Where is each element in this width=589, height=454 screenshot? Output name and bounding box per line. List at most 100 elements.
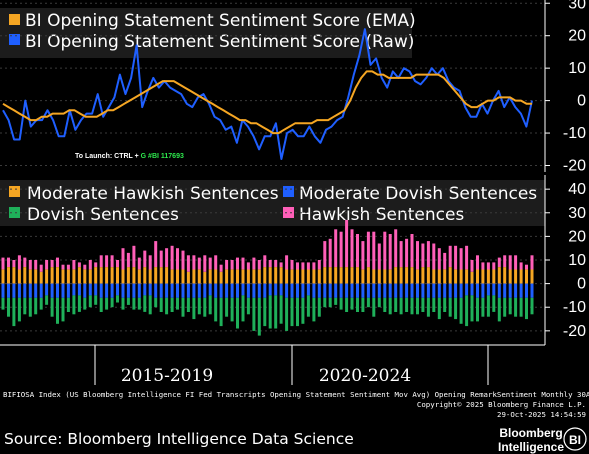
legend-swatch-hawkish (283, 207, 294, 218)
bar-moderate-hawkish (252, 269, 256, 284)
bar-moderate-dovish (525, 283, 528, 298)
bar-hawkish (372, 231, 376, 270)
bar-hawkish (12, 260, 16, 268)
bar-moderate-hawkish (137, 269, 141, 284)
bar-moderate-dovish (61, 283, 65, 298)
bar-hawkish (279, 262, 283, 268)
launch-hint-link[interactable]: G #BI 117693 (141, 153, 184, 160)
bar-dovish (257, 297, 261, 336)
bar-moderate-dovish (39, 283, 43, 298)
bar-moderate-dovish (154, 283, 158, 298)
bottom-chart-y-axis: -20 -10 0 10 20 30 40 (544, 175, 586, 345)
bar-hawkish (503, 255, 507, 268)
bar-moderate-dovish (492, 283, 496, 296)
bar-moderate-hawkish (1, 269, 5, 284)
bar-hawkish (492, 262, 496, 270)
bar-hawkish (323, 241, 327, 268)
bar-moderate-hawkish (437, 269, 441, 284)
bar-dovish (345, 297, 349, 312)
bar-hawkish (121, 248, 125, 270)
bar-moderate-hawkish (301, 269, 305, 284)
bar-moderate-hawkish (17, 269, 21, 284)
bar-moderate-dovish (17, 283, 21, 298)
x-period-label-2020-2024: 2020-2024 (319, 366, 411, 386)
bar-moderate-dovish (77, 283, 81, 296)
legend-label-moderate-dovish: Moderate Dovish Sentences (299, 184, 537, 204)
bar-dovish (236, 297, 239, 329)
bar-moderate-hawkish (268, 267, 272, 284)
bar-moderate-dovish (1, 283, 5, 298)
bar-hawkish (383, 231, 387, 270)
series-line-raw (2, 28, 533, 160)
bar-moderate-hawkish (503, 267, 507, 284)
bar-dovish (459, 297, 463, 324)
bar-moderate-dovish (312, 283, 316, 298)
bar-moderate-dovish (356, 283, 359, 298)
bar-moderate-dovish (279, 283, 283, 296)
bar-hawkish (154, 241, 158, 268)
bar-hawkish (252, 257, 256, 270)
bar-moderate-hawkish (356, 267, 359, 284)
bar-hawkish (208, 257, 212, 270)
bar-moderate-dovish (45, 283, 49, 296)
bar-hawkish (301, 262, 305, 270)
bar-dovish (246, 297, 250, 315)
bar-moderate-dovish (72, 283, 76, 296)
bar-moderate-hawkish (83, 269, 87, 284)
bar-moderate-dovish (257, 283, 261, 298)
bar-hawkish (399, 241, 403, 268)
bar-hawkish (110, 255, 114, 268)
bar-hawkish (285, 255, 289, 270)
bar-moderate-dovish (274, 283, 278, 296)
bar-moderate-hawkish (186, 271, 190, 284)
bar-moderate-dovish (12, 283, 16, 298)
bar-dovish (137, 297, 141, 310)
legend-swatch-moderate-hawkish (9, 186, 20, 197)
bar-moderate-dovish (34, 283, 38, 298)
bar-moderate-hawkish (28, 269, 32, 284)
bar-hawkish (454, 245, 458, 270)
bar-hawkish (481, 262, 485, 270)
brand-name-line2: Intelligence (498, 440, 564, 454)
bar-moderate-hawkish (486, 269, 490, 284)
bar-moderate-dovish (176, 283, 179, 298)
bottom-y-tick-label: 40 (568, 181, 586, 198)
bar-hawkish (486, 262, 490, 270)
bar-moderate-hawkish (170, 269, 174, 284)
bar-moderate-dovish (394, 283, 398, 298)
bar-dovish (421, 297, 425, 312)
bar-moderate-hawkish (203, 271, 207, 284)
bar-dovish (388, 297, 392, 315)
bar-hawkish (56, 257, 59, 267)
footer-source: Source: Bloomberg Intelligence Data Scie… (4, 430, 354, 448)
bar-moderate-dovish (350, 283, 354, 298)
bar-hawkish (66, 264, 70, 270)
bar-moderate-hawkish (236, 269, 239, 284)
bar-moderate-dovish (159, 283, 163, 298)
bar-moderate-hawkish (426, 267, 430, 284)
bar-moderate-hawkish (388, 269, 392, 284)
bar-moderate-dovish (476, 283, 479, 298)
bar-hawkish (186, 255, 190, 272)
bar-hawkish (350, 229, 354, 268)
bar-hawkish (170, 245, 174, 270)
bar-moderate-dovish (56, 283, 59, 298)
bar-moderate-hawkish (116, 267, 119, 284)
bar-dovish (405, 297, 409, 312)
top-y-tick-label: 30 (568, 0, 586, 12)
bar-moderate-hawkish (56, 267, 59, 284)
bar-dovish (192, 297, 196, 320)
bar-moderate-dovish (306, 283, 310, 296)
bar-dovish (394, 297, 398, 312)
bar-moderate-dovish (165, 283, 169, 298)
bar-moderate-dovish (236, 283, 239, 298)
bar-moderate-hawkish (530, 269, 534, 284)
bar-moderate-dovish (143, 283, 147, 296)
bar-moderate-hawkish (339, 267, 343, 284)
bar-moderate-dovish (443, 283, 447, 298)
bar-dovish (312, 297, 316, 322)
bar-dovish (72, 295, 76, 315)
bar-dovish (454, 297, 458, 320)
bar-hawkish (176, 248, 179, 270)
top-legend-box (0, 8, 412, 58)
